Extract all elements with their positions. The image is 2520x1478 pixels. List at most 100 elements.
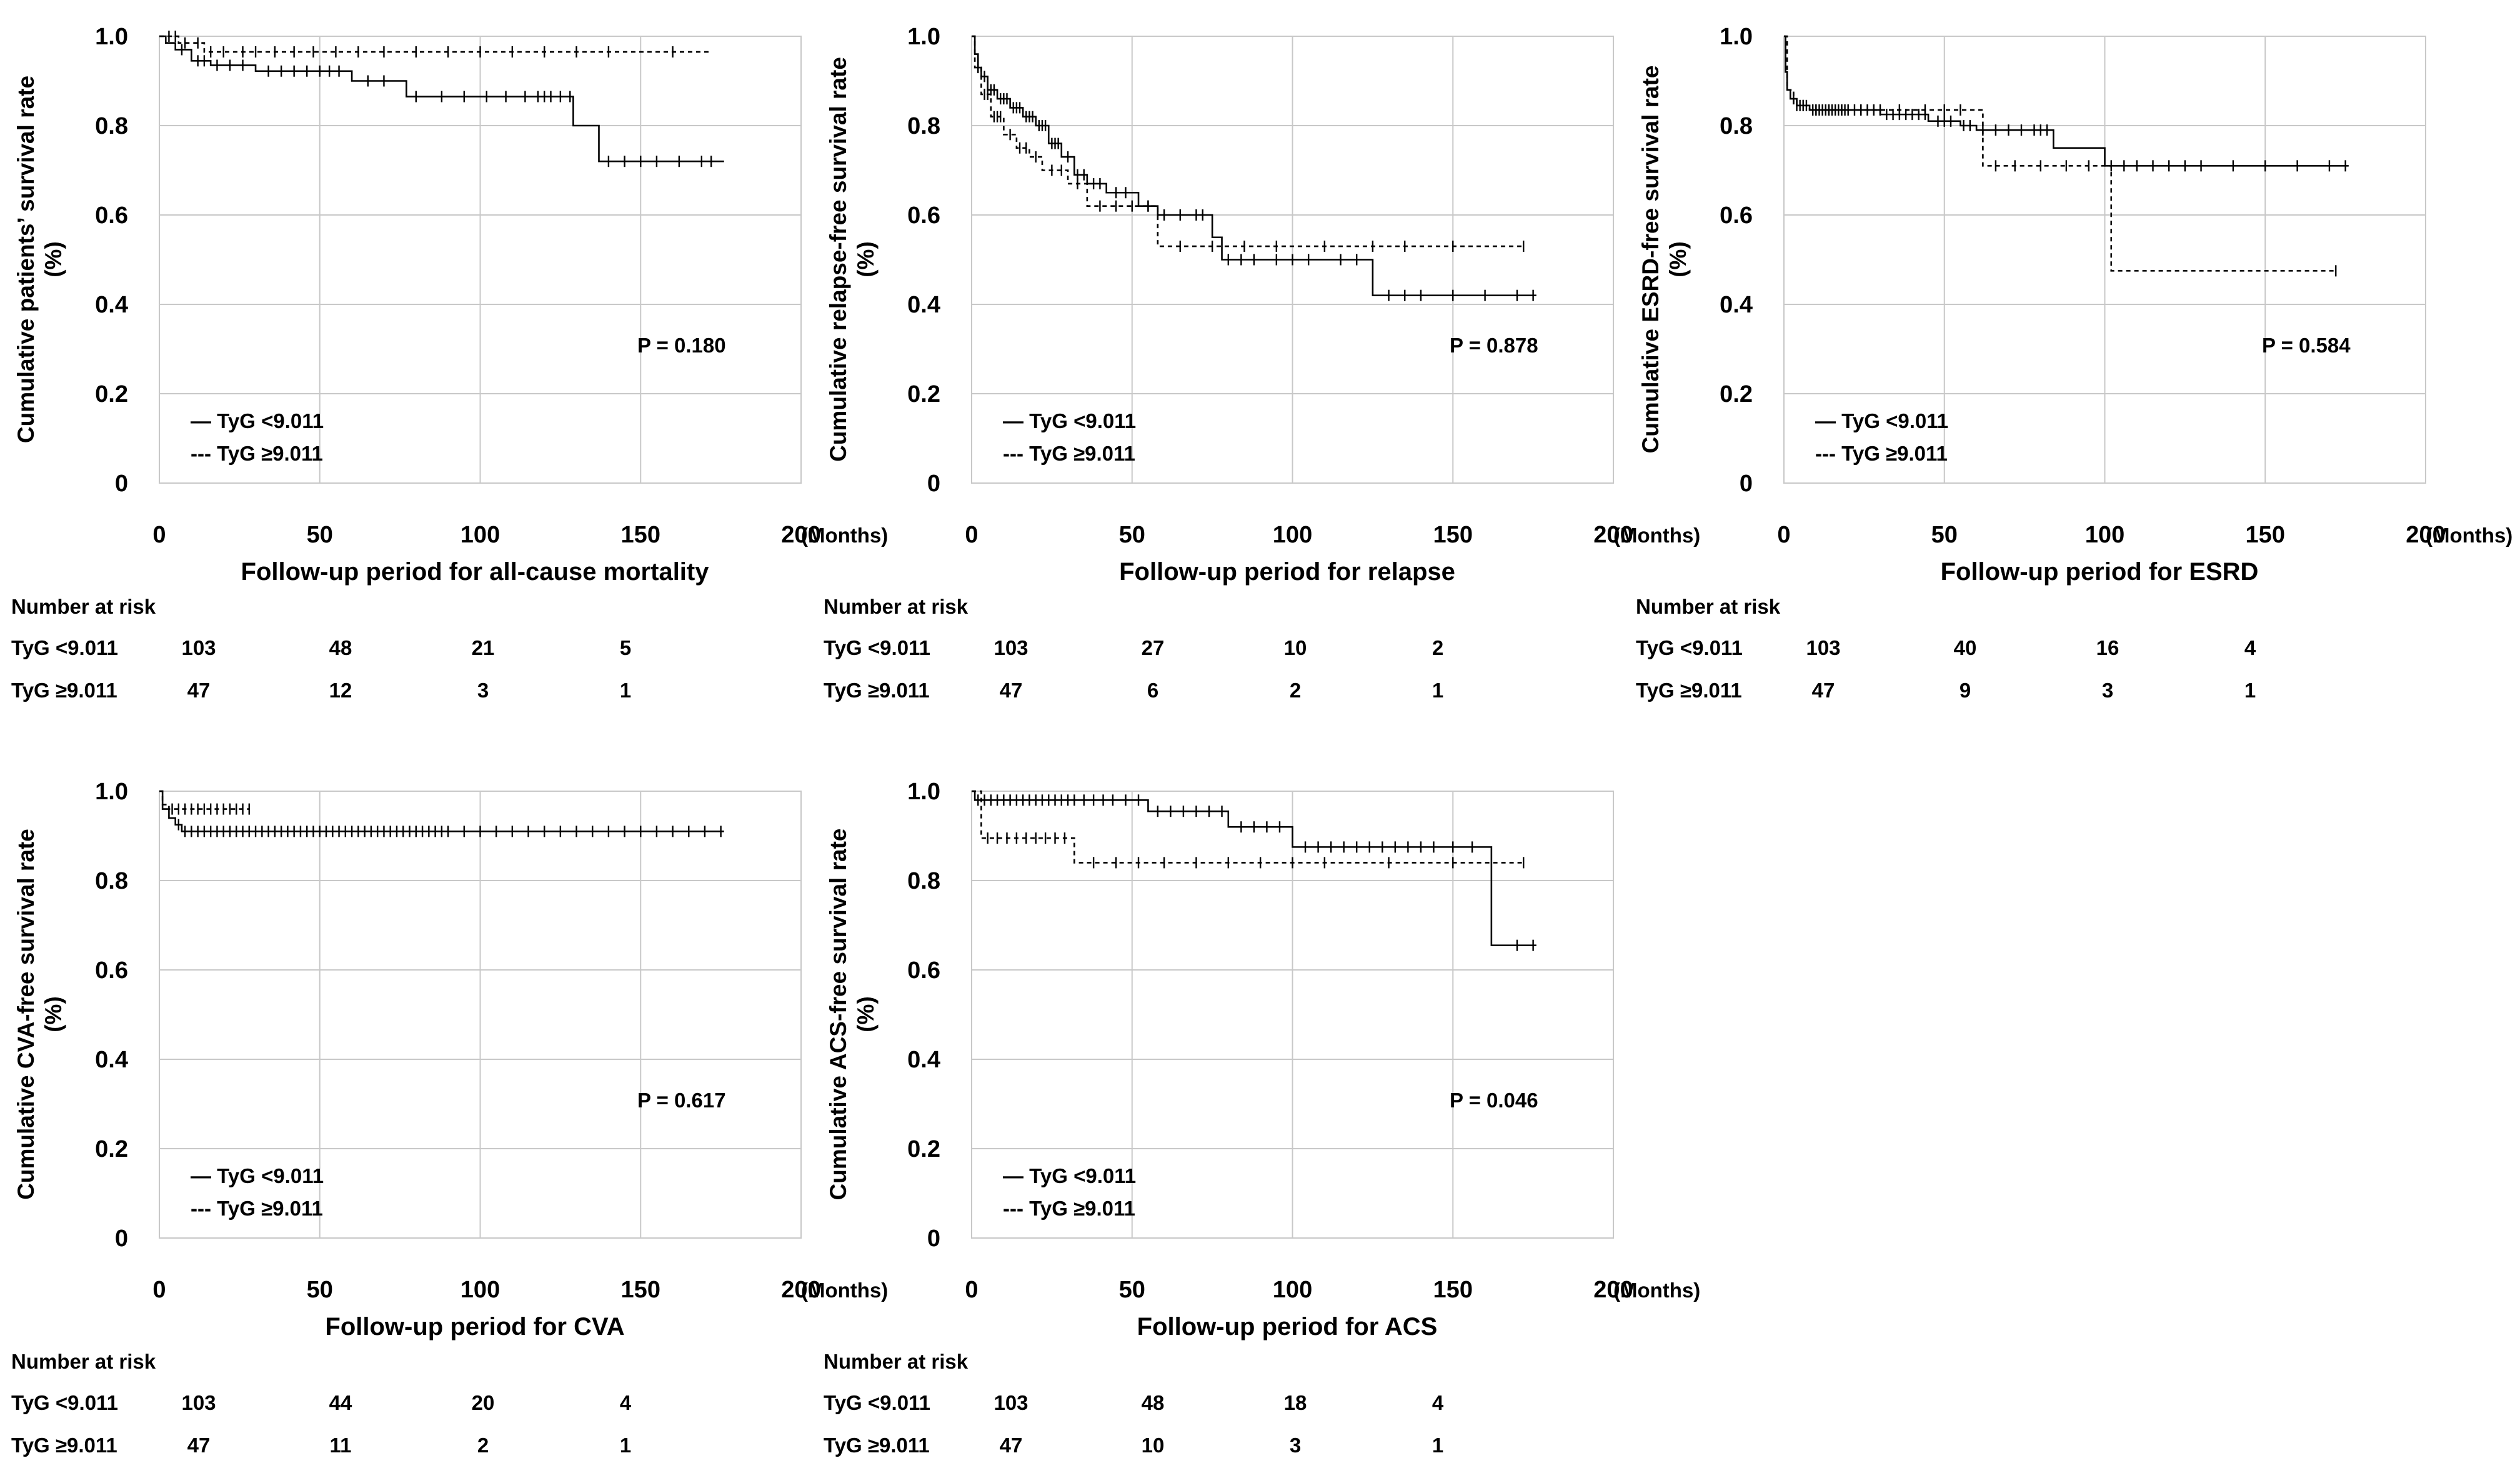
- km-plot-mortality: 0 0.2 0.4 0.6 0.8 1.0 0 50 100 150 200: [95, 24, 821, 548]
- legend: — TyG <9.011 --- TyG ≥9.011: [1003, 405, 1136, 470]
- y-tick-label: 0.8: [907, 868, 940, 894]
- y-tick-label: 0: [1740, 471, 1753, 497]
- x-tick-label: 100: [461, 522, 500, 548]
- risk-table: Number at risk TyG <9.011 103 44 20 4 Ty…: [11, 1350, 730, 1475]
- km-plot-relapse: 0 0.2 0.4 0.6 0.8 1.0 0 50 100 150 200: [907, 24, 1633, 548]
- risk-value: 4: [1432, 1391, 1444, 1414]
- risk-row-label: TyG <9.011: [824, 1391, 930, 1414]
- survival-curve-low: [1784, 35, 2349, 167]
- x-tick-label: 0: [965, 522, 978, 548]
- x-axis-label: Follow-up period for ESRD: [1940, 558, 2259, 586]
- y-tick-label: 0.2: [907, 1136, 940, 1162]
- km-plot-esrd: 0 0.2 0.4 0.6 0.8 1.0 0 50 100 150 200: [1720, 24, 2446, 548]
- survival-curve-low: [972, 790, 1536, 946]
- y-axis-label-line2: (%): [853, 996, 879, 1032]
- x-tick-label: 0: [1777, 522, 1790, 548]
- risk-value: 47: [999, 1434, 1023, 1457]
- y-tick-label: 0.6: [95, 202, 128, 229]
- y-tick-label: 0.8: [907, 113, 940, 139]
- y-axis-label-line1: Cumulative ACS-free survival rate: [825, 828, 851, 1201]
- risk-value: 5: [619, 636, 632, 659]
- legend: — TyG <9.011 --- TyG ≥9.011: [1815, 405, 1948, 470]
- y-tick-label: 1.0: [95, 24, 128, 50]
- risk-value: 9: [1959, 679, 1971, 702]
- x-axis-unit: (Months): [2426, 524, 2513, 547]
- risk-row-label: TyG ≥9.011: [1636, 679, 1742, 702]
- p-value: P = 0.878: [1450, 334, 1538, 357]
- risk-value: 6: [1147, 679, 1159, 702]
- legend: — TyG <9.011 --- TyG ≥9.011: [191, 1160, 324, 1225]
- risk-value: 12: [329, 679, 352, 702]
- legend-item-low: — TyG <9.011: [191, 409, 324, 432]
- x-tick-label: 150: [621, 522, 660, 548]
- y-tick-label: 0.8: [95, 868, 128, 894]
- y-tick-label: 0.6: [907, 202, 940, 229]
- risk-table-title: Number at risk: [11, 1350, 156, 1373]
- survival-curve-high: [972, 35, 1524, 247]
- y-tick-label: 0.4: [907, 292, 940, 318]
- x-tick-label: 0: [965, 1277, 978, 1303]
- y-axis-label-line1: Cumulative patients’ survival rate: [13, 75, 39, 444]
- risk-table-title: Number at risk: [824, 1350, 969, 1373]
- risk-value: 47: [187, 1434, 211, 1457]
- legend-item-low: — TyG <9.011: [1003, 409, 1137, 432]
- x-tick-label: 0: [152, 1277, 166, 1303]
- risk-value: 21: [471, 636, 495, 659]
- y-axis-label: Cumulative ESRD-free survival rate (%): [1637, 22, 1700, 497]
- y-tick-label: 0.6: [95, 957, 128, 984]
- risk-row-label: TyG <9.011: [1636, 636, 1743, 659]
- risk-value: 27: [1141, 636, 1165, 659]
- risk-table: Number at risk TyG <9.011 103 48 21 5 Ty…: [11, 595, 730, 720]
- y-axis-label-line2: (%): [41, 241, 66, 277]
- y-tick-label: 0.2: [95, 1136, 128, 1162]
- y-axis-label-line1: Cumulative CVA-free survival rate: [13, 829, 39, 1200]
- risk-value: 4: [619, 1391, 632, 1414]
- survival-curve-low: [159, 35, 724, 162]
- x-tick-label: 150: [1433, 1277, 1473, 1303]
- y-axis-label: Cumulative patients’ survival rate (%): [12, 22, 75, 497]
- risk-value: 3: [1289, 1434, 1302, 1457]
- km-panel-mortality: 0 0.2 0.4 0.6 0.8 1.0 0 50 100 150 200 Cumulative …: [0, 0, 888, 720]
- x-tick-label: 150: [2246, 522, 2285, 548]
- x-tick-label: 200: [781, 522, 820, 548]
- x-tick-label: 50: [307, 522, 333, 548]
- x-tick-label: 100: [1273, 1277, 1312, 1303]
- risk-table-title: Number at risk: [1636, 595, 1781, 618]
- legend-item-high: --- TyG ≥9.011: [1003, 1197, 1135, 1220]
- risk-row-label: TyG ≥9.011: [11, 1434, 117, 1457]
- risk-value: 103: [1806, 636, 1841, 659]
- y-tick-label: 1.0: [907, 779, 940, 805]
- x-axis-unit: (Months): [1613, 1279, 1701, 1302]
- risk-value: 103: [994, 636, 1028, 659]
- km-plot-acs: 0 0.2 0.4 0.6 0.8 1.0 0 50 100 150 200: [907, 779, 1633, 1303]
- risk-value: 2: [477, 1434, 489, 1457]
- x-tick-label: 150: [621, 1277, 660, 1303]
- legend-item-high: --- TyG ≥9.011: [191, 442, 323, 465]
- y-tick-label: 0.8: [1720, 113, 1753, 139]
- risk-value: 3: [2101, 679, 2114, 702]
- risk-value: 1: [1432, 1434, 1444, 1457]
- risk-table: Number at risk TyG <9.011 103 48 18 4 Ty…: [824, 1350, 1542, 1475]
- risk-value: 2: [1432, 636, 1444, 659]
- legend-item-low: — TyG <9.011: [191, 1164, 324, 1187]
- y-tick-label: 0.2: [95, 381, 128, 407]
- x-tick-label: 150: [1433, 522, 1473, 548]
- risk-table-title: Number at risk: [824, 595, 969, 618]
- x-tick-label: 50: [1119, 522, 1145, 548]
- legend-item-high: --- TyG ≥9.011: [191, 1197, 323, 1220]
- risk-value: 18: [1283, 1391, 1307, 1414]
- x-tick-label: 100: [1273, 522, 1312, 548]
- x-tick-label: 100: [461, 1277, 500, 1303]
- y-tick-label: 0: [927, 1226, 940, 1252]
- x-axis-unit: (Months): [801, 1279, 889, 1302]
- risk-value: 103: [181, 1391, 216, 1414]
- y-tick-label: 0: [115, 1226, 128, 1252]
- km-panel-acs: 0 0.2 0.4 0.6 0.8 1.0 0 50 100 150 200 Cumulative …: [812, 755, 1700, 1475]
- y-axis-label-line1: Cumulative relapse-free survival rate: [825, 57, 851, 462]
- x-tick-label: 0: [152, 522, 166, 548]
- survival-curve-high: [159, 790, 249, 810]
- risk-row-label: TyG ≥9.011: [824, 1434, 930, 1457]
- y-tick-label: 0.6: [1720, 202, 1753, 229]
- p-value: P = 0.617: [637, 1089, 726, 1112]
- km-panel-esrd: 0 0.2 0.4 0.6 0.8 1.0 0 50 100 150 200 Cumulative …: [1625, 0, 2513, 719]
